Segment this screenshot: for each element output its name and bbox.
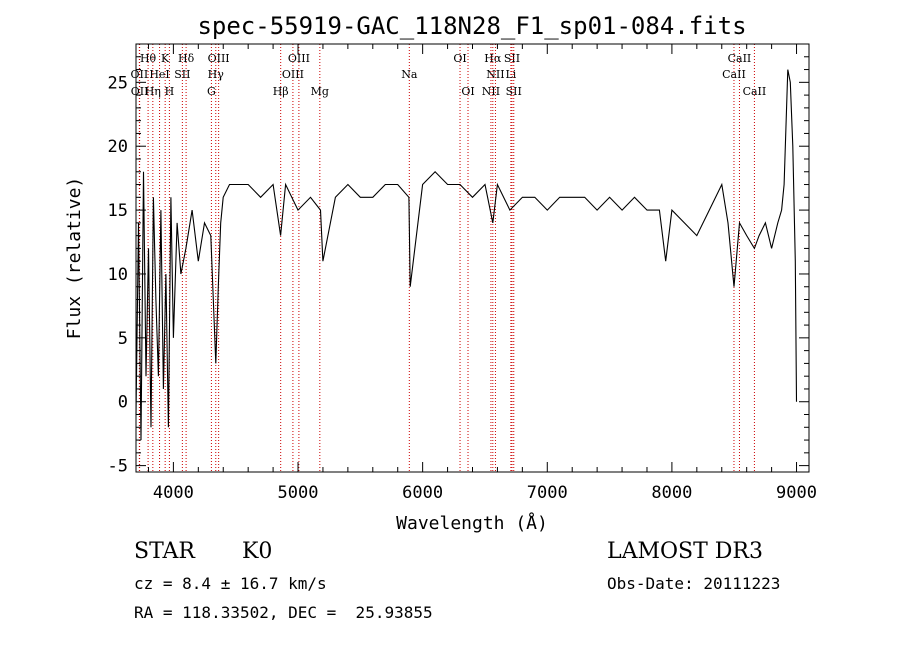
x-tick-label: 9000 [776,483,817,503]
line-marker-label: SII [506,85,522,98]
y-tick-label: 25 [108,73,128,93]
line-marker-label: Na [401,68,418,81]
line-marker-label: OIII [288,52,310,65]
coordinates: RA = 118.33502, DEC = 25.93855 [134,603,433,622]
line-marker-label: Li [505,68,516,81]
flux-series-line [135,69,798,441]
chart-title: spec-55919-GAC_118N28_F1_sp01-084.fits [197,12,746,40]
plot-frame [135,43,810,473]
line-marker-label: G [207,85,216,98]
line-marker-label: CaII [743,85,767,98]
line-marker-label: OIII [282,68,304,81]
y-tick-label: 10 [108,265,128,285]
line-marker-label: OIII [208,52,230,65]
y-axis-ticks: -5 0 5 10 15 20 25 [108,56,809,477]
line-marker-label: K [161,52,170,65]
y-tick-label: 0 [118,393,128,413]
survey-name: LAMOST DR3 [607,539,763,564]
line-marker-label: SII [504,52,520,65]
object-class: STAR [134,539,195,564]
line-marker-label: OI [453,52,466,65]
line-marker-label: OI [461,85,474,98]
line-marker-label: Hγ [208,68,225,81]
y-tick-label: 15 [108,201,128,221]
x-axis-ticks: 4000 5000 6000 7000 8000 9000 [147,44,817,503]
y-tick-label: 20 [108,137,128,157]
x-tick-label: 6000 [402,483,443,503]
object-subclass: K0 [242,539,273,564]
line-marker-label: H [165,85,175,98]
y-axis-label: Flux (relative) [64,177,85,340]
redshift-cz: cz = 8.4 ± 16.7 km/s [134,574,327,593]
obs-date: Obs-Date: 20111223 [607,574,781,593]
line-marker-label: CaII [722,68,746,81]
line-marker-label: SII [174,68,190,81]
x-tick-label: 4000 [153,483,194,503]
x-axis-label: Wavelength (Å) [396,512,548,534]
y-tick-label: -5 [108,457,128,477]
line-marker-label: Hδ [178,52,195,65]
line-marker-label: Hα [484,52,502,65]
line-marker-label: NII [482,85,500,98]
line-marker-label: OII [131,85,149,98]
x-tick-label: 8000 [651,483,692,503]
line-marker-label: Hθ [140,52,157,65]
line-marker-label: Hη [145,85,161,98]
x-tick-label: 5000 [278,483,319,503]
x-tick-label: 7000 [527,483,568,503]
y-tick-label: 5 [118,329,128,349]
line-marker-label: NII [486,68,504,81]
line-marker-label: Mg [311,85,329,98]
line-marker-label: CaII [728,52,752,65]
line-marker-label: HeI [149,68,169,81]
line-marker-label: Hβ [273,85,289,98]
